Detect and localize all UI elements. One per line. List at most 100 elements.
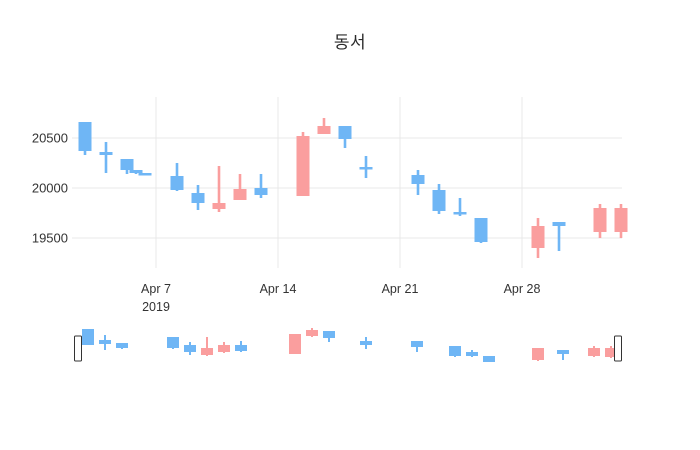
x-axis-tick-label: Apr 14 [260, 282, 297, 296]
candlestick[interactable] [233, 174, 247, 200]
candlestick[interactable] [99, 142, 113, 173]
candle-body [359, 167, 373, 170]
candlestick[interactable] [453, 198, 467, 216]
left-handle[interactable] [74, 335, 82, 362]
navigator-candle [235, 341, 247, 352]
candle-body [317, 126, 331, 134]
candle-body [99, 152, 113, 155]
navigator-candle-body [99, 340, 111, 344]
candle-body [138, 173, 152, 176]
candlestick[interactable] [411, 170, 425, 195]
navigator-candle [116, 343, 128, 349]
navigator-candle-body [605, 348, 617, 357]
candle-body [453, 212, 467, 215]
candlestick[interactable] [614, 204, 628, 238]
candlestick[interactable] [212, 166, 226, 212]
navigator-candle-body [289, 334, 301, 354]
candlestick[interactable] [432, 184, 446, 214]
navigator-candle [411, 341, 423, 352]
candlestick[interactable] [359, 156, 373, 178]
navigator-candle [289, 334, 301, 354]
candle-body [212, 203, 226, 209]
candle-body [593, 208, 607, 232]
candle-body [614, 208, 628, 232]
candle-body [531, 226, 545, 248]
navigator-candle [588, 346, 600, 357]
navigator-candle-body [184, 345, 196, 352]
candlestick[interactable] [317, 118, 331, 134]
candlestick[interactable] [78, 122, 92, 155]
candle-body [170, 176, 184, 190]
candle-body [552, 222, 566, 226]
navigator-candle [557, 350, 569, 360]
navigator-candle-body [306, 330, 318, 336]
navigator-candle [449, 346, 461, 357]
candlestick[interactable] [120, 159, 134, 174]
navigator-candle [323, 331, 335, 342]
candle-wick [458, 198, 462, 216]
navigator-candle [483, 356, 495, 362]
navigator-candle [201, 337, 213, 356]
candle-body [296, 136, 310, 196]
candle-wick [238, 174, 242, 200]
candle-body [120, 159, 134, 170]
candle-body [78, 122, 92, 151]
candle-wick [104, 142, 108, 173]
candle-wick [259, 174, 263, 198]
navigator-candle-body [323, 331, 335, 338]
navigator-candle-body [557, 350, 569, 354]
candle-body [254, 188, 268, 195]
navigator-candle [99, 335, 111, 350]
navigator-candle-body [82, 329, 94, 345]
candle-wick [557, 222, 561, 251]
candlestick[interactable] [254, 174, 268, 198]
y-axis-tick-label: 20000 [32, 181, 68, 196]
navigator-candle [532, 348, 544, 361]
navigator-candle-body [360, 341, 372, 345]
candlestick[interactable] [338, 126, 352, 148]
navigator-candle-wick [206, 337, 208, 356]
candle-body [338, 126, 352, 139]
navigator-candle-body [218, 345, 230, 352]
y-axis-tick-label: 20500 [32, 131, 68, 146]
candle-body [474, 218, 488, 242]
navigator-candle-wick [562, 350, 564, 360]
navigator-candle [218, 342, 230, 353]
right-handle[interactable] [614, 335, 622, 362]
navigator-candle-body [588, 348, 600, 356]
navigator-candle-body [466, 352, 478, 356]
navigator-candle-body [116, 343, 128, 348]
x-axis-year-label: 2019 [142, 300, 170, 314]
y-axis-ticks: 20500 20000 19500 [32, 131, 68, 246]
navigator-candle-body [201, 348, 213, 355]
y-axis-tick-label: 19500 [32, 231, 68, 246]
candle-body [233, 189, 247, 200]
range-navigator[interactable] [74, 328, 622, 362]
candlestick[interactable] [296, 132, 310, 196]
candle-body [411, 175, 425, 184]
navigator-candle-body [411, 341, 423, 347]
candlestick[interactable] [170, 163, 184, 191]
x-axis-tick-label: Apr 21 [382, 282, 419, 296]
candlestick[interactable] [191, 185, 205, 210]
navigator-candle-body [532, 348, 544, 360]
navigator-candle-body [449, 346, 461, 356]
candle-body [191, 193, 205, 203]
candle-body [129, 170, 143, 173]
candlestick[interactable] [593, 204, 607, 238]
candlestick[interactable] [138, 173, 152, 176]
candlestick[interactable] [129, 170, 143, 174]
x-axis-ticks: Apr 7 Apr 14 Apr 21 Apr 28 2019 [141, 282, 540, 314]
navigator-candle [184, 342, 196, 355]
navigator-candle [605, 346, 617, 358]
navigator-candle-body [167, 337, 179, 348]
candlestick[interactable] [474, 218, 488, 243]
candlestick-series[interactable] [78, 118, 628, 258]
candlestick[interactable] [552, 222, 566, 251]
navigator-candle-body [483, 356, 495, 362]
candlestick[interactable] [531, 218, 545, 258]
navigator-candle-body [235, 345, 247, 351]
x-axis-tick-label: Apr 28 [504, 282, 541, 296]
